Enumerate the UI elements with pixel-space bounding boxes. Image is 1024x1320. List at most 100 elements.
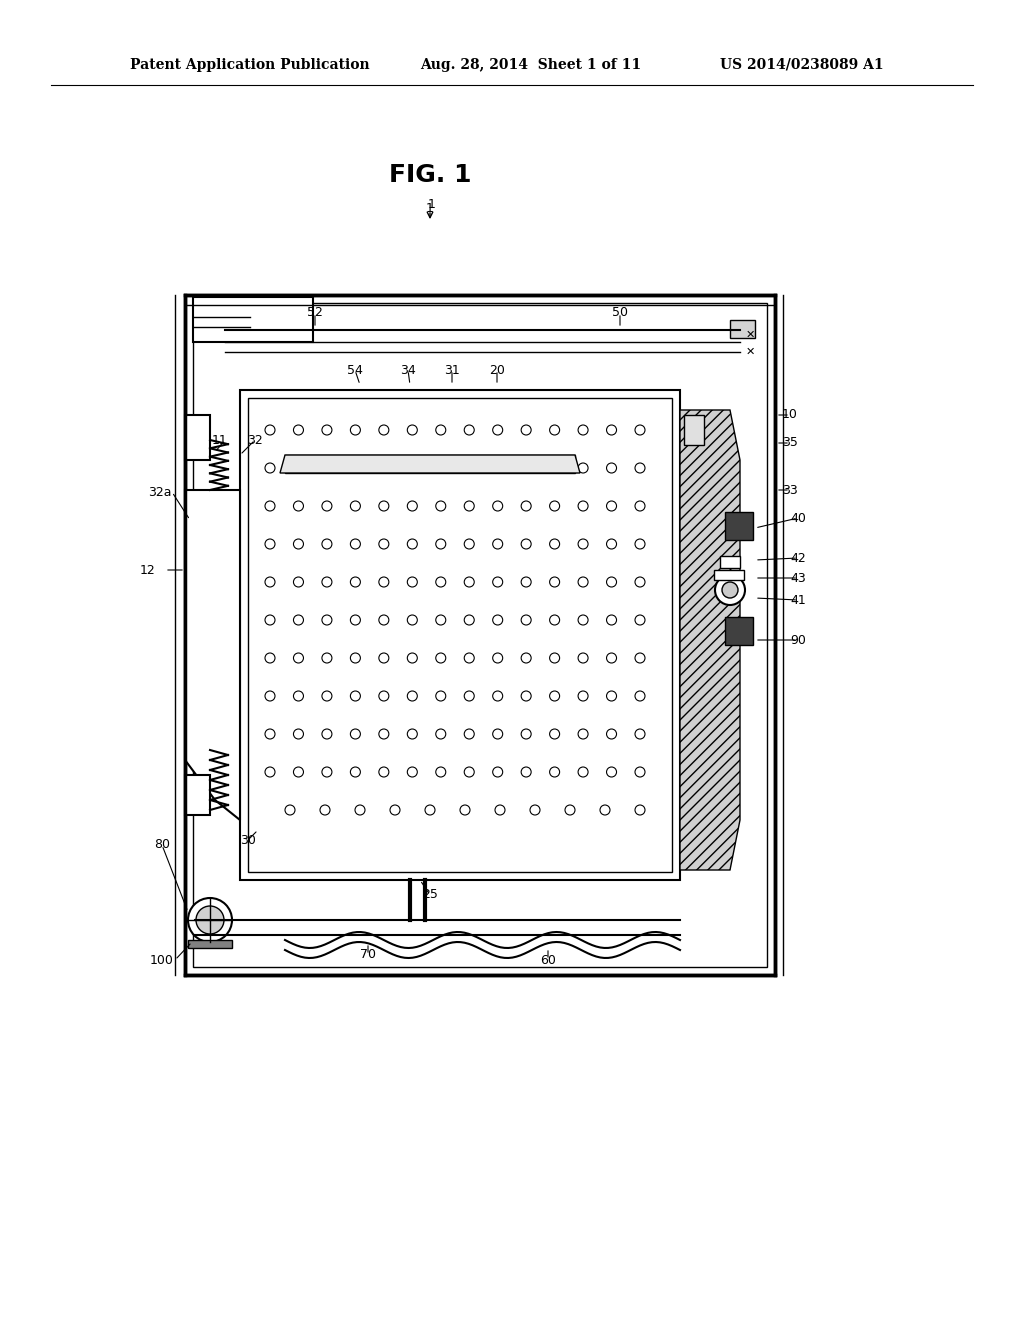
Text: 42: 42 [791,552,806,565]
Circle shape [322,690,332,701]
Circle shape [322,653,332,663]
Polygon shape [280,455,580,473]
Circle shape [265,463,275,473]
Circle shape [379,463,389,473]
Circle shape [408,767,418,777]
Bar [714,570,744,579]
Circle shape [350,653,360,663]
Circle shape [425,805,435,814]
Bar [185,414,210,459]
Circle shape [635,463,645,473]
Text: 30: 30 [240,833,256,846]
Circle shape [579,425,588,436]
Circle shape [350,425,360,436]
Circle shape [530,805,540,814]
Circle shape [265,615,275,624]
Circle shape [436,767,445,777]
Text: 34: 34 [400,363,416,376]
Circle shape [350,615,360,624]
Circle shape [436,729,445,739]
Text: 31: 31 [444,363,460,376]
Circle shape [606,653,616,663]
Circle shape [579,463,588,473]
Circle shape [322,767,332,777]
Circle shape [579,690,588,701]
Circle shape [521,577,531,587]
Circle shape [606,502,616,511]
Circle shape [379,690,389,701]
Circle shape [550,653,559,663]
Circle shape [521,690,531,701]
Circle shape [379,615,389,624]
Circle shape [606,767,616,777]
Circle shape [436,463,445,473]
Circle shape [294,539,303,549]
Text: 80: 80 [154,838,170,851]
Circle shape [294,767,303,777]
Text: US 2014/0238089 A1: US 2014/0238089 A1 [720,58,884,73]
Circle shape [322,463,332,473]
Circle shape [322,425,332,436]
Circle shape [379,502,389,511]
Polygon shape [680,411,740,870]
Text: 1: 1 [426,202,434,214]
Circle shape [635,615,645,624]
Circle shape [550,729,559,739]
Circle shape [294,729,303,739]
Circle shape [408,463,418,473]
Circle shape [265,539,275,549]
Bar [185,775,210,814]
Circle shape [606,539,616,549]
Circle shape [408,425,418,436]
Circle shape [464,653,474,663]
Circle shape [464,690,474,701]
Circle shape [635,425,645,436]
Circle shape [379,767,389,777]
Text: 60: 60 [540,953,556,966]
Circle shape [493,729,503,739]
Circle shape [436,425,445,436]
Circle shape [635,539,645,549]
Circle shape [294,690,303,701]
Circle shape [579,653,588,663]
Circle shape [493,539,503,549]
Circle shape [322,502,332,511]
Circle shape [495,805,505,814]
Circle shape [379,577,389,587]
Circle shape [265,729,275,739]
Bar [285,455,575,473]
Polygon shape [185,490,240,820]
Circle shape [265,767,275,777]
Circle shape [379,729,389,739]
Circle shape [493,690,503,701]
Circle shape [464,463,474,473]
Circle shape [408,615,418,624]
Circle shape [355,805,365,814]
Circle shape [436,502,445,511]
Circle shape [322,615,332,624]
Text: 70: 70 [360,949,376,961]
Circle shape [265,577,275,587]
Circle shape [635,805,645,814]
Circle shape [350,767,360,777]
Text: 90: 90 [791,634,806,647]
Circle shape [464,577,474,587]
Text: ✕: ✕ [745,347,755,356]
Circle shape [196,906,224,935]
Circle shape [294,653,303,663]
Circle shape [550,425,559,436]
Text: 35: 35 [782,437,798,450]
Text: Patent Application Publication: Patent Application Publication [130,58,370,73]
Circle shape [294,502,303,511]
Circle shape [294,577,303,587]
Bar [684,414,705,445]
Circle shape [635,653,645,663]
Text: 1: 1 [428,198,436,211]
Bar [725,616,753,645]
Circle shape [606,425,616,436]
Circle shape [408,729,418,739]
Circle shape [408,539,418,549]
Bar [185,294,775,975]
Circle shape [579,729,588,739]
Text: 52: 52 [307,306,323,319]
